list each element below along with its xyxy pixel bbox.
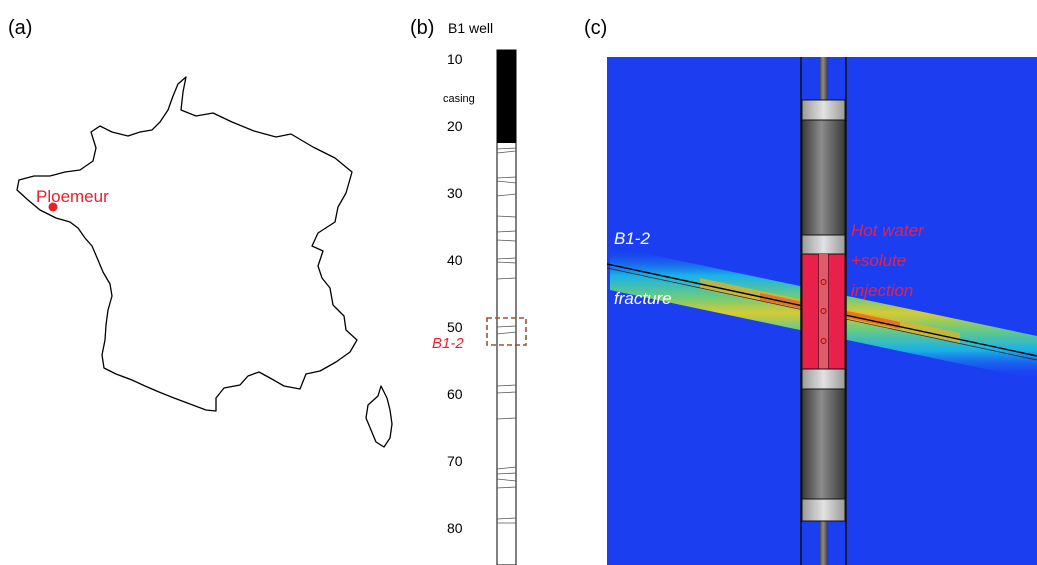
fracture-name-label: B1-2 xyxy=(614,229,650,248)
casing-block xyxy=(497,50,516,143)
fracture-word-label: fracture xyxy=(614,289,672,308)
depth-tick-80: 80 xyxy=(447,520,463,536)
lower-tool-body xyxy=(801,388,846,500)
depth-tick-20: 20 xyxy=(447,118,463,134)
depth-axis: 10 20 30 40 50 60 70 80 xyxy=(447,51,463,536)
b1-2-zone-box xyxy=(486,317,527,346)
depth-tick-10: 10 xyxy=(447,51,463,67)
fracture-traces xyxy=(496,147,517,524)
injection-label-line-2: +solute xyxy=(851,251,906,270)
injection-port-1 xyxy=(820,279,827,285)
corsica-outline xyxy=(365,385,393,448)
injection-port-3 xyxy=(820,338,827,344)
panel-a: (a) Ploemeur xyxy=(8,17,393,448)
panel-b: (b) B1 well casing 10 20 30 40 50 60 70 … xyxy=(410,17,527,565)
panel-b-label: (b) xyxy=(410,17,434,39)
lower-packer-top xyxy=(801,368,846,390)
injection-label-line-3: injection xyxy=(851,281,913,300)
depth-tick-60: 60 xyxy=(447,386,463,402)
france-outline xyxy=(16,76,358,412)
panel-a-label: (a) xyxy=(8,17,32,39)
injection-chamber-left xyxy=(801,253,820,370)
casing-label: casing xyxy=(443,93,475,105)
b1-2-zone-label: B1-2 xyxy=(432,335,464,352)
ploemeur-marker xyxy=(48,202,58,212)
injection-port-2 xyxy=(820,308,827,314)
depth-tick-30: 30 xyxy=(447,185,463,201)
lower-packer-bottom xyxy=(801,498,846,522)
injection-label-line-1: Hot water xyxy=(851,221,925,240)
well-title: B1 well xyxy=(448,20,493,36)
depth-tick-50: 50 xyxy=(447,319,463,335)
upper-packer-top xyxy=(801,99,846,121)
depth-tick-70: 70 xyxy=(447,453,463,469)
ploemeur-label: Ploemeur xyxy=(36,187,109,206)
panel-c-label: (c) xyxy=(584,17,607,39)
injection-chamber-right xyxy=(827,253,846,370)
depth-tick-40: 40 xyxy=(447,252,463,268)
panel-c: (c) xyxy=(584,17,1037,565)
injection-chamber-core xyxy=(819,254,828,369)
upper-tool-body xyxy=(801,119,846,236)
upper-packer-bottom xyxy=(801,234,846,255)
